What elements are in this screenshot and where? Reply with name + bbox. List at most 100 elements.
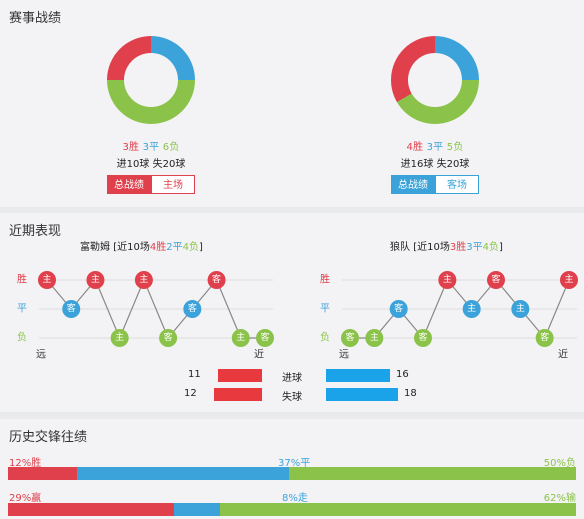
- team-a-match-point[interactable]: [86, 271, 105, 289]
- team-b-wins: 4胜: [406, 142, 424, 153]
- team-a-scored-bar: [218, 369, 262, 382]
- history-row1-win-segment: [8, 467, 77, 480]
- team-b-conceded-value: 18: [404, 388, 417, 399]
- team-b-match-venue: 主: [516, 302, 525, 314]
- history-row2-draw-segment: [174, 503, 221, 516]
- team-a-name: 富勒姆: [80, 242, 110, 253]
- team-b-match-point[interactable]: [535, 329, 554, 347]
- team-a-recent-suffix: ]: [198, 242, 203, 253]
- scored-label: 进球: [282, 373, 302, 384]
- team-b-conceded-bar: [326, 388, 398, 401]
- team-b-recent-prefix: [近10场: [413, 242, 450, 253]
- team-b-match-point[interactable]: [560, 271, 578, 289]
- history-section-title: 历史交锋往绩: [9, 430, 88, 445]
- team-a-match-venue: 主: [115, 331, 124, 343]
- team-b-record: 4胜 3平 5负 进16球 失20球 总战绩 客场: [380, 36, 490, 194]
- team-b-match-venue: 主: [467, 302, 476, 314]
- team-a-match-point[interactable]: [110, 329, 129, 347]
- team-a-row-label: 胜: [17, 274, 27, 286]
- team-a-match-point[interactable]: [159, 329, 178, 347]
- team-b-form-line: [350, 278, 570, 340]
- team-b-draws: 3平: [426, 142, 444, 153]
- team-b-record-donut: [391, 36, 479, 124]
- team-a-goals-for: 进10球: [116, 159, 150, 170]
- team-b-record-summary: 4胜 3平 5负: [380, 138, 490, 153]
- team-b-match-point[interactable]: [414, 329, 432, 347]
- team-b-tab-away[interactable]: 客场: [435, 175, 479, 194]
- team-b-match-point[interactable]: [511, 300, 530, 318]
- team-a-record-summary: 3胜 3平 6负: [96, 138, 206, 153]
- team-a-match-point[interactable]: [62, 300, 81, 318]
- team-b-far-label: 远: [339, 349, 349, 361]
- team-b-recent-suffix: ]: [498, 242, 503, 253]
- team-a-match-point[interactable]: [256, 329, 274, 347]
- team-a-record-donut: [107, 36, 195, 124]
- history-row1-mid-label: 37%平: [278, 458, 311, 469]
- team-b-match-point[interactable]: [365, 329, 384, 347]
- team-b-row-label: 胜: [320, 274, 330, 286]
- team-a-match-venue: 主: [236, 331, 245, 343]
- team-a-recent-header: 富勒姆 [近10场4胜2平4负]: [80, 238, 203, 253]
- team-a-match-point[interactable]: [134, 271, 153, 289]
- team-a-tab-home[interactable]: 主场: [151, 175, 195, 194]
- history-row2-right-label: 62%输: [543, 493, 576, 504]
- team-b-recent-wins: 3胜: [449, 242, 467, 253]
- team-a-goals: 进10球 失20球: [96, 155, 206, 170]
- team-a-conceded-value: 12: [184, 388, 197, 399]
- recent-section-title: 近期表现: [9, 224, 62, 239]
- team-a-draws: 3平: [142, 142, 160, 153]
- conceded-label: 失球: [282, 392, 302, 403]
- team-b-losses: 5负: [446, 142, 464, 153]
- team-a-near-label: 近: [254, 348, 264, 361]
- team-a-far-label: 远: [36, 349, 46, 361]
- team-b-match-venue: 客: [394, 302, 403, 314]
- team-b-recent-header: 狼队 [近10场3胜3平4负]: [390, 238, 503, 253]
- team-b-match-point[interactable]: [487, 271, 505, 289]
- team-a-recent-draws: 2平: [166, 242, 183, 253]
- team-b-recent-losses: 4负: [482, 242, 499, 253]
- team-a-match-venue: 客: [188, 302, 197, 314]
- team-a-recent-prefix: [近10场: [113, 242, 150, 253]
- team-b-match-venue: 客: [345, 331, 354, 343]
- team-b-recent-draws: 3平: [466, 242, 483, 253]
- history-row2-win-segment: [8, 503, 175, 516]
- team-b-match-venue: 客: [540, 331, 549, 343]
- team-a-match-point[interactable]: [38, 271, 56, 289]
- team-b-tab-total[interactable]: 总战绩: [391, 175, 435, 194]
- team-b-match-venue: 主: [564, 273, 573, 285]
- team-b-match-point[interactable]: [438, 271, 457, 289]
- team-b-goals: 进16球 失20球: [380, 155, 490, 170]
- team-a-conceded-bar: [214, 388, 262, 401]
- team-b-tabs: 总战绩 客场: [380, 175, 490, 194]
- team-b-row-label: 平: [320, 304, 330, 315]
- team-a-row-label: 平: [17, 304, 27, 315]
- history-row1-right-label: 50%负: [543, 458, 576, 469]
- history-row2-loss-segment: [220, 503, 576, 516]
- team-a-goals-against: 失20球: [152, 159, 186, 170]
- team-a-match-venue: 主: [91, 273, 100, 285]
- team-b-match-point[interactable]: [462, 300, 481, 318]
- team-a-losses: 6负: [162, 142, 180, 153]
- history-row2-bar: [8, 503, 576, 516]
- team-a-match-venue: 主: [139, 273, 148, 285]
- team-a-form-line: [46, 278, 265, 340]
- team-a-match-point[interactable]: [231, 329, 250, 347]
- team-a-tab-total[interactable]: 总战绩: [107, 175, 151, 194]
- team-b-match-venue: 主: [443, 273, 452, 285]
- team-b-match-point[interactable]: [341, 329, 359, 347]
- team-a-match-venue: 客: [212, 273, 221, 285]
- history-row1-draw-segment: [76, 467, 290, 480]
- record-section-title: 赛事战绩: [9, 11, 62, 26]
- recent-panel: 近期表现 富勒姆 [近10场4胜2平4负] 狼队 [近10场3胜3平4负] 胜平…: [0, 213, 584, 412]
- team-b-match-venue: 客: [418, 331, 427, 343]
- history-row2-left-label: 29%赢: [9, 493, 42, 504]
- team-b-row-label: 负: [320, 331, 330, 344]
- team-b-near-label: 近: [558, 348, 568, 361]
- team-a-match-point[interactable]: [207, 271, 226, 289]
- team-a-match-venue: 客: [260, 331, 269, 343]
- team-a-match-point[interactable]: [183, 300, 202, 318]
- team-b-scored-bar: [326, 369, 390, 382]
- team-a-tabs: 总战绩 主场: [96, 175, 206, 194]
- team-b-match-point[interactable]: [389, 300, 408, 318]
